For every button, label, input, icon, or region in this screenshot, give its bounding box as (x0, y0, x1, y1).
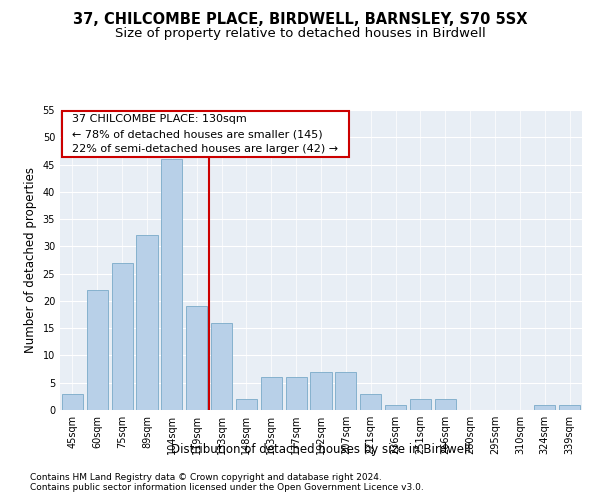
Bar (112, 262, 133, 410)
Bar (261, 378, 282, 410)
Text: Size of property relative to detached houses in Birdwell: Size of property relative to detached ho… (115, 28, 485, 40)
Bar (136, 236, 158, 410)
Text: 37, CHILCOMBE PLACE, BIRDWELL, BARNSLEY, S70 5SX: 37, CHILCOMBE PLACE, BIRDWELL, BARNSLEY,… (73, 12, 527, 28)
Bar (534, 404, 555, 410)
Bar (62, 394, 83, 410)
Bar (211, 322, 232, 410)
Bar (87, 290, 108, 410)
Bar (435, 399, 456, 410)
Text: Contains public sector information licensed under the Open Government Licence v3: Contains public sector information licen… (30, 484, 424, 492)
Bar (559, 404, 580, 410)
Bar (286, 378, 307, 410)
Bar (360, 394, 381, 410)
Bar (335, 372, 356, 410)
Text: 37 CHILCOMBE PLACE: 130sqm  
  ← 78% of detached houses are smaller (145)  
  22: 37 CHILCOMBE PLACE: 130sqm ← 78% of deta… (65, 114, 346, 154)
Y-axis label: Number of detached properties: Number of detached properties (24, 167, 37, 353)
Bar (161, 159, 182, 410)
Text: Contains HM Land Registry data © Crown copyright and database right 2024.: Contains HM Land Registry data © Crown c… (30, 472, 382, 482)
Bar (410, 399, 431, 410)
Bar (310, 372, 332, 410)
Text: Distribution of detached houses by size in Birdwell: Distribution of detached houses by size … (171, 442, 471, 456)
Bar (385, 404, 406, 410)
Bar (186, 306, 207, 410)
Bar (236, 399, 257, 410)
